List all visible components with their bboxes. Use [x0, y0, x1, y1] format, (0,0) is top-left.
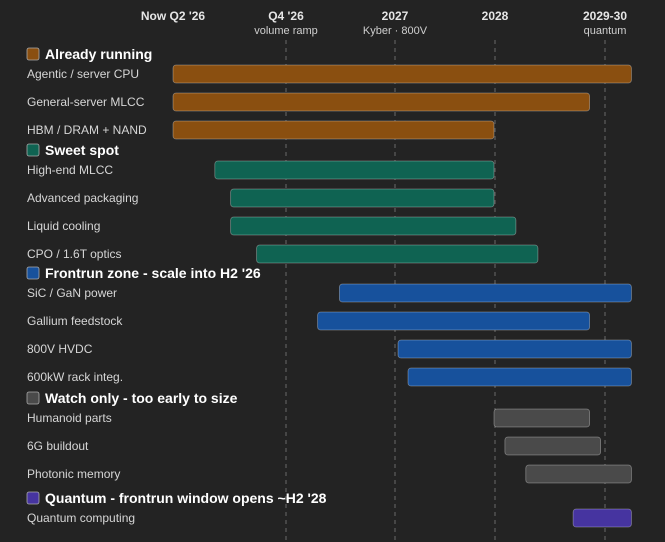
- row-label: 600kW rack integ.: [27, 370, 123, 384]
- timeline-tick-label: Now Q2 '26: [141, 9, 206, 23]
- legend-swatch: [26, 491, 40, 505]
- row-label: High-end MLCC: [27, 163, 113, 177]
- timeline-tick-label: 2029-30: [583, 9, 627, 23]
- group-section: Already running Agentic / server CPU Gener…: [26, 46, 632, 140]
- row-label: Liquid cooling: [27, 219, 100, 233]
- timeline-bar: [230, 216, 517, 236]
- timeline-headers: Now Q2 '26 Q4 '26 volume ramp 2027 Kyber · 8…: [141, 9, 627, 37]
- row-label: HBM / DRAM + NAND: [27, 123, 147, 137]
- timeline-tick-sublabel: volume ramp: [254, 25, 318, 37]
- row-label: General-server MLCC: [27, 95, 145, 109]
- roadmap-rows: Already running Agentic / server CPU Gener…: [26, 46, 632, 528]
- row-label: Gallium feedstock: [27, 314, 123, 328]
- timeline-bar: [172, 64, 632, 84]
- row-label: Humanoid parts: [27, 411, 112, 425]
- group-section: Frontrun zone - scale into H2 '26 SiC / G…: [26, 265, 632, 387]
- row-label: 800V HVDC: [27, 342, 93, 356]
- timeline-tick-sublabel: Kyber · 800V: [363, 25, 428, 37]
- group-title: Watch only - too early to size: [45, 390, 238, 406]
- legend-swatch: [26, 47, 40, 61]
- group-title: Already running: [45, 46, 152, 62]
- timeline-bar: [172, 120, 495, 140]
- timeline-bar: [256, 244, 539, 264]
- timeline-tick-label: Q4 '26: [268, 9, 304, 23]
- legend-swatch: [26, 391, 40, 405]
- timeline-bar: [317, 311, 590, 331]
- timeline-bar: [172, 92, 591, 112]
- legend-swatch: [26, 266, 40, 280]
- group-title: Frontrun zone - scale into H2 '26: [45, 265, 261, 281]
- timeline-bar: [407, 367, 632, 387]
- row-label: Agentic / server CPU: [27, 67, 139, 81]
- timeline-tick-label: 2027: [382, 9, 409, 23]
- timeline-tick-sublabel: quantum: [584, 25, 627, 37]
- row-label: 6G buildout: [27, 439, 89, 453]
- group-section: Quantum - frontrun window opens ~H2 '28 Q…: [26, 490, 632, 528]
- legend-swatch: [26, 143, 40, 157]
- timeline-bar: [397, 339, 632, 359]
- row-label: Photonic memory: [27, 467, 120, 481]
- timeline-bar: [493, 408, 590, 428]
- group-title: Sweet spot: [45, 142, 119, 158]
- row-label: Advanced packaging: [27, 191, 138, 205]
- row-label: CPO / 1.6T optics: [27, 247, 121, 261]
- timeline-bar: [214, 160, 495, 180]
- row-label: SiC / GaN power: [27, 286, 117, 300]
- timeline-bar: [525, 464, 632, 484]
- group-section: Watch only - too early to size Humanoid p…: [26, 390, 632, 484]
- timeline-tick-label: 2028: [482, 9, 509, 23]
- timeline-bar: [572, 508, 632, 528]
- row-label: Quantum computing: [27, 511, 135, 525]
- group-section: Sweet spot High-end MLCC Advanced packagin…: [26, 142, 539, 264]
- timeline-bar: [339, 283, 632, 303]
- group-title: Quantum - frontrun window opens ~H2 '28: [45, 490, 327, 506]
- timeline-bar: [504, 436, 601, 456]
- timeline-bar: [230, 188, 495, 208]
